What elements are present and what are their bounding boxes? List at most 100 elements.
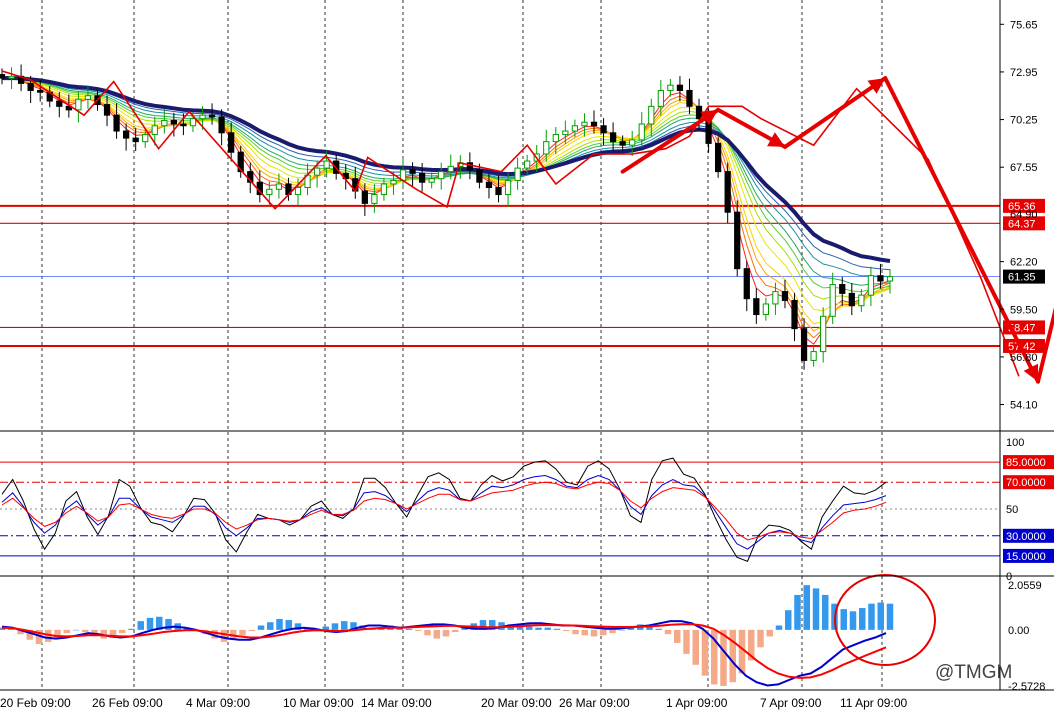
ribbon-line-1 xyxy=(1,76,891,339)
macd-bar-10 xyxy=(91,629,98,636)
macd-bar-9 xyxy=(82,629,89,633)
candle-body-46 xyxy=(438,171,445,180)
candle-body-0 xyxy=(0,74,6,79)
axes xyxy=(0,0,1054,691)
macd-bar-82 xyxy=(757,629,764,648)
candle-body-22 xyxy=(208,114,216,118)
candle-body-78 xyxy=(743,268,750,300)
osc-tag-1: 70.0000 xyxy=(1006,477,1046,489)
ribbon-line-3 xyxy=(1,77,891,325)
macd-bar-71 xyxy=(655,628,662,630)
price-tick-1: 72.95 xyxy=(1010,67,1038,79)
candle-body-62 xyxy=(590,121,598,127)
level-tag-bg-0 xyxy=(1003,198,1045,213)
candle-body-34 xyxy=(323,160,330,169)
macd-bar-12 xyxy=(109,629,117,637)
candle-body-59 xyxy=(562,130,569,136)
macd-bar-75 xyxy=(692,629,699,665)
osc-tag-bg-1 xyxy=(1003,475,1054,490)
macd-bar-74 xyxy=(683,629,690,654)
macd-bar-30 xyxy=(276,618,283,630)
candle-body-57 xyxy=(543,141,550,155)
macd-bar-8 xyxy=(72,629,80,631)
date-label-9: 11 Apr 09:00 xyxy=(840,696,907,710)
macd-bar-72 xyxy=(664,629,672,635)
macd-bar-28 xyxy=(257,625,265,630)
macd-bar-80 xyxy=(738,629,746,674)
macd-bar-7 xyxy=(63,629,70,634)
candle-body-51 xyxy=(485,181,493,189)
candle-body-19 xyxy=(180,123,187,127)
candle-body-89 xyxy=(848,292,855,307)
level-tag-1: 64.37 xyxy=(1008,218,1036,230)
macd-bar-18 xyxy=(165,618,172,630)
ribbon-line-7 xyxy=(1,77,891,286)
macd-bar-38 xyxy=(350,622,357,630)
candle-body-87 xyxy=(829,284,836,317)
macd-bar-45 xyxy=(415,629,422,631)
macd-bar-49 xyxy=(452,629,459,633)
candle-body-75 xyxy=(715,142,722,173)
macd-bar-81 xyxy=(748,629,755,661)
macd-bar-47 xyxy=(433,629,440,639)
macd-bar-46 xyxy=(424,629,431,636)
candle-body-83 xyxy=(791,299,798,330)
macd-bar-13 xyxy=(119,629,126,634)
highlight-circle xyxy=(834,574,936,666)
zigzag xyxy=(1,70,1020,377)
candle-body-68 xyxy=(648,105,655,125)
macd-bar-89 xyxy=(822,594,829,630)
macd-bar-0 xyxy=(0,627,6,630)
candle-body-50 xyxy=(476,169,483,183)
slow-ma-line xyxy=(1,75,891,263)
candle-body-20 xyxy=(189,118,197,127)
candle-body-9 xyxy=(84,95,92,100)
price-tick-3: 67.55 xyxy=(1010,162,1038,174)
macd-bar-35 xyxy=(322,626,329,630)
macd-bar-65 xyxy=(600,629,607,636)
date-label-6: 26 Mar 09:00 xyxy=(559,696,630,710)
candle-body-86 xyxy=(820,315,827,353)
candle-body-66 xyxy=(629,139,636,146)
price-tick-2: 70.25 xyxy=(1010,115,1038,127)
macd-bar-91 xyxy=(840,609,847,630)
macd-bar-95 xyxy=(877,602,884,630)
candle-body-15 xyxy=(142,134,149,143)
trend-arrows xyxy=(620,76,1054,384)
candle-body-64 xyxy=(609,132,617,143)
macd-bar-31 xyxy=(285,620,292,630)
date-label-8: 7 Apr 09:00 xyxy=(760,696,822,710)
candle-body-39 xyxy=(371,194,378,204)
osc-series-1 xyxy=(1,474,887,550)
macd-bar-62 xyxy=(572,629,579,635)
candle-body-4 xyxy=(37,89,44,93)
candle-body-11 xyxy=(103,104,111,116)
arrow-shaft-3 xyxy=(883,76,1040,384)
candle-body-1 xyxy=(8,75,15,79)
candle-body-33 xyxy=(313,167,321,176)
arrow-head-1 xyxy=(767,132,785,147)
macd-bar-32 xyxy=(294,623,302,630)
macd-bar-2 xyxy=(17,629,24,635)
candle-body-93 xyxy=(886,276,894,282)
macd-bar-93 xyxy=(859,608,866,630)
macd-bar-26 xyxy=(239,629,246,636)
macd-bar-27 xyxy=(248,629,255,631)
candle-body-82 xyxy=(781,291,789,301)
macd-bar-37 xyxy=(341,621,348,630)
date-label-2: 4 Mar 09:00 xyxy=(186,696,250,710)
candle-body-92 xyxy=(877,275,884,282)
level-tag-bg-1 xyxy=(1003,216,1045,231)
osc-tag-0: 85.0000 xyxy=(1006,457,1046,469)
macd-bar-5 xyxy=(45,629,52,642)
macd-bar-24 xyxy=(220,629,228,642)
candle-body-29 xyxy=(275,183,283,190)
candle-body-71 xyxy=(676,84,684,91)
candles xyxy=(0,64,894,370)
macd-bar-4 xyxy=(35,629,43,645)
macd-bar-87 xyxy=(803,585,810,630)
osc-series-2 xyxy=(1,481,887,541)
macd-bar-94 xyxy=(868,603,875,630)
date-label-0: 20 Feb 09:00 xyxy=(0,696,71,710)
macd-bar-23 xyxy=(211,629,218,639)
